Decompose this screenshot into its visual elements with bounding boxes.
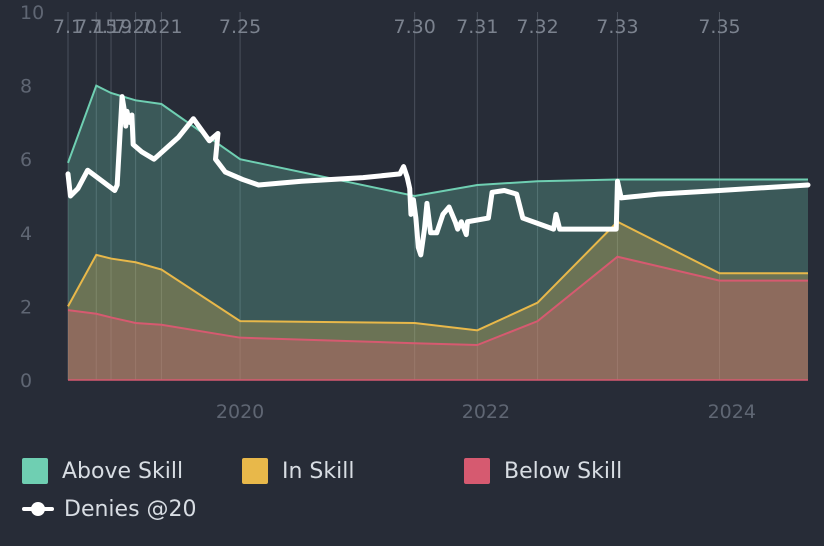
area-edge-below-skill (67, 255, 808, 347)
denies-line-series (65, 94, 811, 381)
patch-label: 7.15 (75, 16, 117, 38)
above-skill-swatch (22, 458, 48, 484)
y-axis: 0 2 4 6 8 10 (20, 2, 44, 392)
y-tick-label: 10 (20, 2, 44, 24)
patch-label: 7.35 (698, 16, 740, 38)
area-below-skill (68, 256, 808, 380)
area-edge-in-skill (67, 220, 808, 332)
legend-item-in-skill[interactable]: In Skill (242, 458, 354, 484)
line-marker-icon (22, 496, 54, 522)
legend-item-below-skill[interactable]: Below Skill (464, 458, 622, 484)
area-in-skill (68, 221, 808, 380)
patch-label: 7.21 (140, 16, 182, 38)
y-tick-label: 8 (20, 76, 32, 98)
patch-gridlines (67, 12, 720, 380)
x-tick-label: 2024 (708, 401, 756, 423)
y-tick-label: 2 (20, 296, 32, 318)
patch-label: 7.20 (114, 16, 156, 38)
x-tick-label: 2022 (462, 401, 510, 423)
patch-label: 7.31 (456, 16, 498, 38)
patch-label: 7.25 (219, 16, 261, 38)
patch-label: 7.32 (516, 16, 558, 38)
in-skill-swatch (242, 458, 268, 484)
y-tick-label: 6 (20, 149, 32, 171)
below-skill-swatch (464, 458, 490, 484)
legend-label-in-skill: In Skill (282, 458, 355, 484)
legend-item-denies[interactable]: Denies @20 (22, 496, 197, 522)
patch-label: 7.30 (393, 16, 435, 38)
x-tick-label: 2020 (216, 401, 264, 423)
chart-svg: 0 2 4 6 8 10 2020 2022 2024 7.17.157.197.207.21… (20, 2, 811, 423)
denies-line (65, 94, 811, 258)
y-tick-label: 0 (20, 370, 32, 392)
x-axis: 2020 2022 2024 (216, 401, 756, 423)
patch-label: 7.33 (596, 16, 638, 38)
legend-label-denies: Denies @20 (64, 496, 197, 522)
patch-labels: 7.17.157.197.207.21 7.25 7.30 7.31 7.32 7.33 7… (53, 16, 741, 38)
patch-label: 7.19 (90, 16, 132, 38)
y-tick-label: 4 (20, 223, 32, 245)
legend-label-above-skill: Above Skill (62, 458, 184, 484)
legend-item-above-skill[interactable]: Above Skill (22, 458, 183, 484)
patch-label: 7.1 (53, 16, 83, 38)
legend-label-below-skill: Below Skill (504, 458, 623, 484)
